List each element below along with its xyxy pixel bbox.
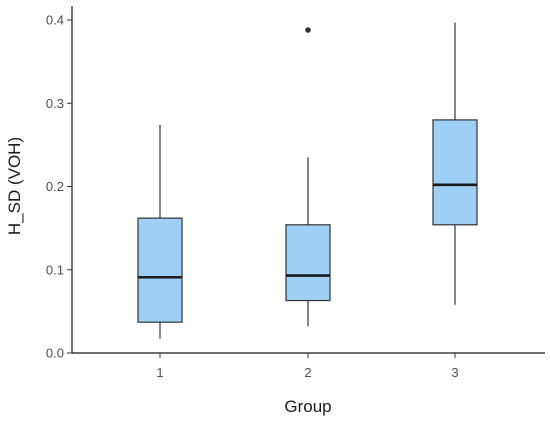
y-tick-label: 0.0 [46,346,64,361]
box-iqr [285,224,331,302]
y-axis-title: H_SD (VOH) [5,137,24,235]
x-axis-title: Group [284,397,331,416]
box-iqr [432,119,478,226]
y-tick-label: 0.3 [46,96,64,111]
plot-area: 0.0 0.1 0.2 0.3 0.4 1 2 3 [46,6,545,380]
x-tick-label: 1 [156,365,163,380]
y-tick-label: 0.2 [46,179,64,194]
box-iqr [137,217,183,323]
x-tick-label: 3 [451,365,458,380]
y-tick-label: 0.4 [46,13,64,28]
x-tick-label: 2 [304,365,311,380]
y-tick-label: 0.1 [46,262,64,277]
outlier-point [305,27,311,33]
